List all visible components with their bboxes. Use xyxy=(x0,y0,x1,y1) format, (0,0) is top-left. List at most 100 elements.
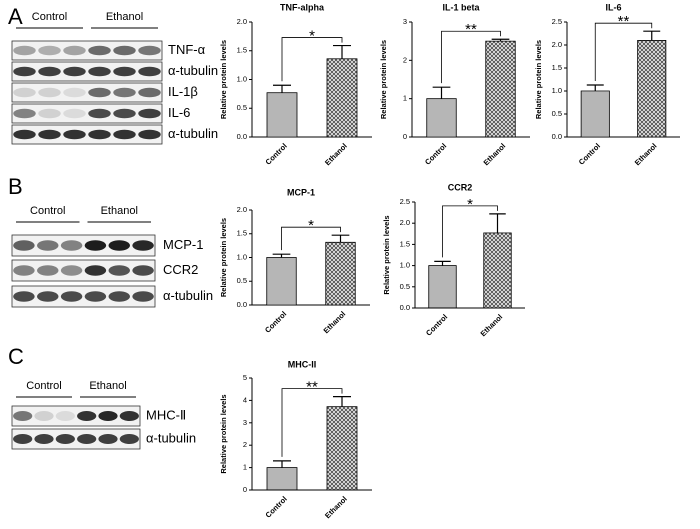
y-tick-label: 4 xyxy=(243,395,247,404)
chart-title: CCR2 xyxy=(448,182,473,192)
x-tick-label: Ethanol xyxy=(633,141,659,167)
significance-label: * xyxy=(467,196,473,213)
y-tick-label: 1.0 xyxy=(400,261,410,270)
blot-band xyxy=(119,434,139,444)
blot-band xyxy=(34,411,54,421)
blot-band xyxy=(84,265,107,276)
blot-band xyxy=(13,411,33,421)
error-bar xyxy=(273,84,291,93)
blot-row-label: α-tubulin xyxy=(146,430,196,445)
blot-row-label: IL-1β xyxy=(168,84,198,99)
y-tick-label: 5 xyxy=(243,373,247,382)
group-label: Control xyxy=(26,380,61,392)
significance-label: * xyxy=(309,28,315,45)
significance-bracket xyxy=(281,37,343,82)
y-tick-label: 0.5 xyxy=(237,103,247,112)
blot-row-label: TNF-α xyxy=(168,42,206,57)
blot-band xyxy=(55,411,75,421)
group-label: Control xyxy=(32,11,67,23)
y-tick-label: 0.5 xyxy=(552,109,562,118)
blot-row-label: MHC-Ⅱ xyxy=(146,407,186,422)
blot-band xyxy=(13,45,36,56)
bar xyxy=(266,92,298,138)
bar xyxy=(326,406,358,491)
blot-band xyxy=(77,434,97,444)
x-tick-label: Ethanol xyxy=(482,141,508,167)
y-tick-label: 2.5 xyxy=(400,197,410,206)
blot-band xyxy=(13,66,36,77)
y-tick-label: 0.0 xyxy=(400,303,410,312)
blot-band xyxy=(138,108,161,119)
blot-row-label: MCP-1 xyxy=(163,237,203,252)
y-tick-label: 1.5 xyxy=(400,239,410,248)
y-tick-label: 2 xyxy=(403,55,407,64)
blot-band xyxy=(60,240,83,251)
chart-title: IL-6 xyxy=(605,2,621,12)
x-tick-label: Control xyxy=(264,494,289,519)
blot-band xyxy=(88,129,111,140)
blot-band xyxy=(13,129,36,140)
y-tick-label: 0 xyxy=(403,132,407,141)
chart-title: MCP-1 xyxy=(287,187,315,197)
bar xyxy=(426,98,457,138)
blot-band xyxy=(98,434,118,444)
blot-band xyxy=(13,434,33,444)
bar xyxy=(326,58,358,138)
y-tick-label: 0.5 xyxy=(237,276,247,285)
blot-band xyxy=(88,87,111,98)
chart-title: IL-1 beta xyxy=(442,2,480,12)
bar xyxy=(580,90,610,138)
blot-band xyxy=(113,108,136,119)
blot-band xyxy=(113,87,136,98)
y-tick-label: 1.0 xyxy=(237,252,247,261)
significance-label: ** xyxy=(618,13,630,30)
x-tick-label: Ethanol xyxy=(479,312,505,338)
bar xyxy=(637,40,667,138)
blot-band xyxy=(108,291,130,302)
blot-band xyxy=(38,129,61,140)
panel-label: B xyxy=(8,174,23,199)
blot-band xyxy=(84,240,107,251)
y-tick-label: 1 xyxy=(403,94,407,103)
x-tick-label: Ethanol xyxy=(323,494,349,520)
blot-band xyxy=(34,434,54,444)
blot-band xyxy=(132,265,154,276)
blot-band xyxy=(88,45,111,56)
blot-band xyxy=(113,129,136,140)
error-bar xyxy=(432,86,451,99)
panel-label: C xyxy=(8,344,24,369)
error-bar xyxy=(643,30,661,41)
error-bar xyxy=(333,395,351,407)
blot-band xyxy=(138,87,161,98)
blot-band xyxy=(63,66,86,77)
group-label: Control xyxy=(30,205,65,217)
x-tick-label: Control xyxy=(424,312,449,337)
significance-bracket xyxy=(441,30,501,84)
blot-band xyxy=(63,129,86,140)
blot-band xyxy=(63,108,86,119)
y-tick-label: 1.5 xyxy=(552,63,562,72)
error-bar xyxy=(273,460,291,468)
y-tick-label: 2.0 xyxy=(552,40,562,49)
bar xyxy=(485,40,516,138)
blot-band xyxy=(13,291,35,302)
y-tick-label: 1.5 xyxy=(237,46,247,55)
blot-row-label: α-tubulin xyxy=(163,288,213,303)
group-label: Ethanol xyxy=(89,380,126,392)
significance-bracket xyxy=(594,22,653,82)
blot-band xyxy=(38,87,61,98)
blot-band xyxy=(113,45,136,56)
x-tick-label: Ethanol xyxy=(322,309,348,335)
blot-band xyxy=(37,240,59,251)
group-label: Ethanol xyxy=(106,11,143,23)
x-tick-label: Control xyxy=(577,141,602,166)
x-tick-label: Control xyxy=(264,141,289,166)
blot-band xyxy=(37,265,59,276)
blot-band xyxy=(55,434,75,444)
blot-band xyxy=(138,45,161,56)
blot-band xyxy=(84,291,107,302)
x-tick-label: Control xyxy=(263,309,288,334)
blot-row-label: α-tubulin xyxy=(168,126,218,141)
y-tick-label: 1.0 xyxy=(237,74,247,83)
significance-bracket xyxy=(281,226,341,251)
